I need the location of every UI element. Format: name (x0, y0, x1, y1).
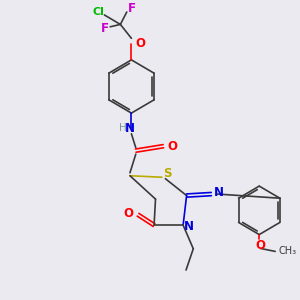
Text: S: S (164, 167, 172, 180)
Text: H: H (119, 124, 127, 134)
Text: CH₃: CH₃ (279, 246, 297, 256)
Text: N: N (184, 220, 194, 233)
Text: O: O (256, 239, 266, 252)
Text: Cl: Cl (93, 7, 104, 17)
Text: O: O (167, 140, 177, 153)
Text: N: N (125, 122, 135, 135)
Text: O: O (135, 37, 145, 50)
Text: F: F (128, 2, 135, 15)
Text: F: F (100, 22, 108, 35)
Text: N: N (214, 186, 224, 199)
Text: O: O (124, 207, 134, 220)
